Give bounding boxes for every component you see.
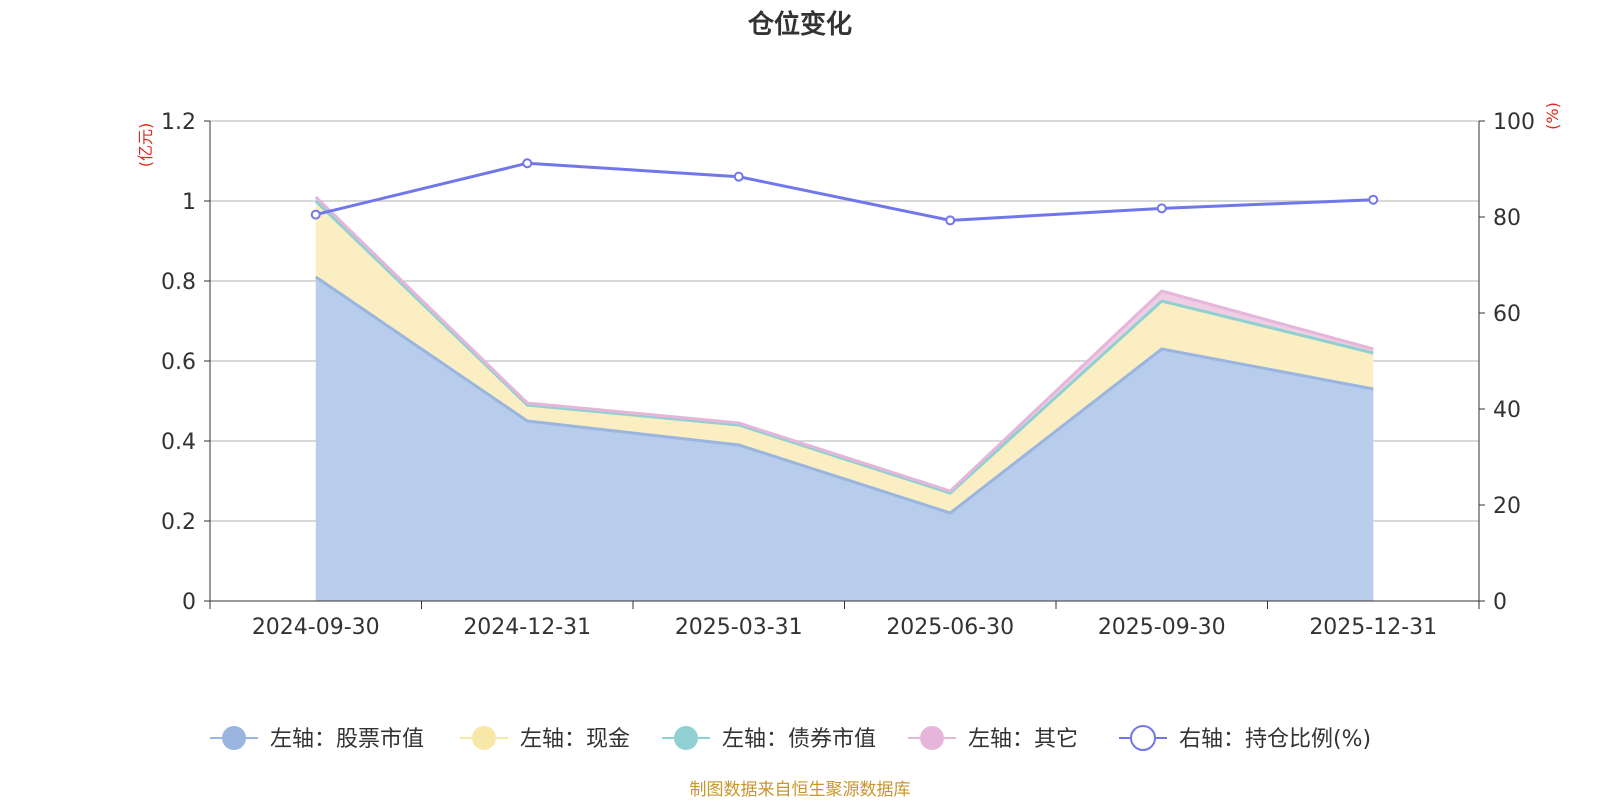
area-line-左轴：股票市值 bbox=[314, 275, 1374, 515]
x-tick-label: 2025-09-30 bbox=[1098, 615, 1226, 640]
left-tick-label: 0.2 bbox=[161, 510, 196, 535]
legend: 左轴：股票市值 左轴：现金 左轴：债券市值 左轴：其它 右轴：持仓比例(%) bbox=[210, 725, 1371, 752]
legend-swatch-marker bbox=[472, 726, 496, 750]
left-tick-label: 0.4 bbox=[161, 430, 196, 455]
ratio-line bbox=[315, 161, 1374, 222]
left-tick-label: 0 bbox=[182, 590, 196, 615]
legend-label: 左轴：股票市值 bbox=[270, 727, 424, 752]
x-tick-label: 2025-06-30 bbox=[886, 615, 1014, 640]
right-tick-label: 80 bbox=[1493, 206, 1521, 231]
left-tick-label: 0.6 bbox=[161, 350, 196, 375]
footer-source: 制图数据来自恒生聚源数据库 bbox=[690, 780, 911, 800]
ratio-line-series bbox=[310, 158, 1379, 226]
stacked-areas bbox=[314, 195, 1374, 601]
area-line-左轴：其它 bbox=[314, 195, 1374, 493]
left-tick-label: 0.8 bbox=[161, 270, 196, 295]
right-tick-label: 0 bbox=[1493, 590, 1507, 615]
ratio-point bbox=[945, 215, 956, 226]
right-tick-label: 60 bbox=[1493, 302, 1521, 327]
left-tick-label: 1 bbox=[182, 190, 196, 215]
right-tick-label: 100 bbox=[1493, 110, 1535, 135]
left-tick-label: 1.2 bbox=[161, 110, 196, 135]
right-tick-label: 40 bbox=[1493, 398, 1521, 423]
left-axis-unit: (亿元) bbox=[136, 123, 155, 168]
left-axis-ticks: 0 0.2 0.4 0.6 0.8 1 1.2 bbox=[161, 110, 210, 615]
right-tick-label: 20 bbox=[1493, 494, 1521, 519]
x-tick-label: 2024-12-31 bbox=[463, 615, 591, 640]
legend-label: 左轴：其它 bbox=[968, 727, 1078, 752]
legend-swatch-marker bbox=[222, 726, 246, 750]
right-axis-unit: (%) bbox=[1543, 102, 1562, 130]
chart-title: 仓位变化 bbox=[747, 9, 852, 40]
ratio-point bbox=[733, 171, 744, 182]
x-axis-ticks: 2024-09-30 2024-12-31 2025-03-31 2025-06-30… bbox=[209, 601, 1480, 640]
ratio-point bbox=[1368, 194, 1379, 205]
ratio-point bbox=[1156, 203, 1167, 214]
x-tick-label: 2024-09-30 bbox=[252, 615, 380, 640]
area-line-左轴：债券市值 bbox=[314, 199, 1374, 495]
ratio-point bbox=[522, 158, 533, 169]
legend-label: 右轴：持仓比例(%) bbox=[1179, 727, 1371, 752]
legend-swatch-marker bbox=[920, 726, 944, 750]
ratio-point bbox=[310, 209, 321, 220]
legend-label: 左轴：债券市值 bbox=[722, 727, 876, 752]
legend-swatch-marker bbox=[674, 726, 698, 750]
legend-swatch-marker bbox=[1130, 725, 1156, 751]
legend-label: 左轴：现金 bbox=[520, 727, 630, 752]
x-tick-label: 2025-03-31 bbox=[675, 615, 803, 640]
area-左轴：股票市值 bbox=[315, 277, 1374, 601]
x-tick-label: 2025-12-31 bbox=[1309, 615, 1437, 640]
right-axis-ticks: 0 20 40 60 80 100 bbox=[1479, 110, 1535, 615]
